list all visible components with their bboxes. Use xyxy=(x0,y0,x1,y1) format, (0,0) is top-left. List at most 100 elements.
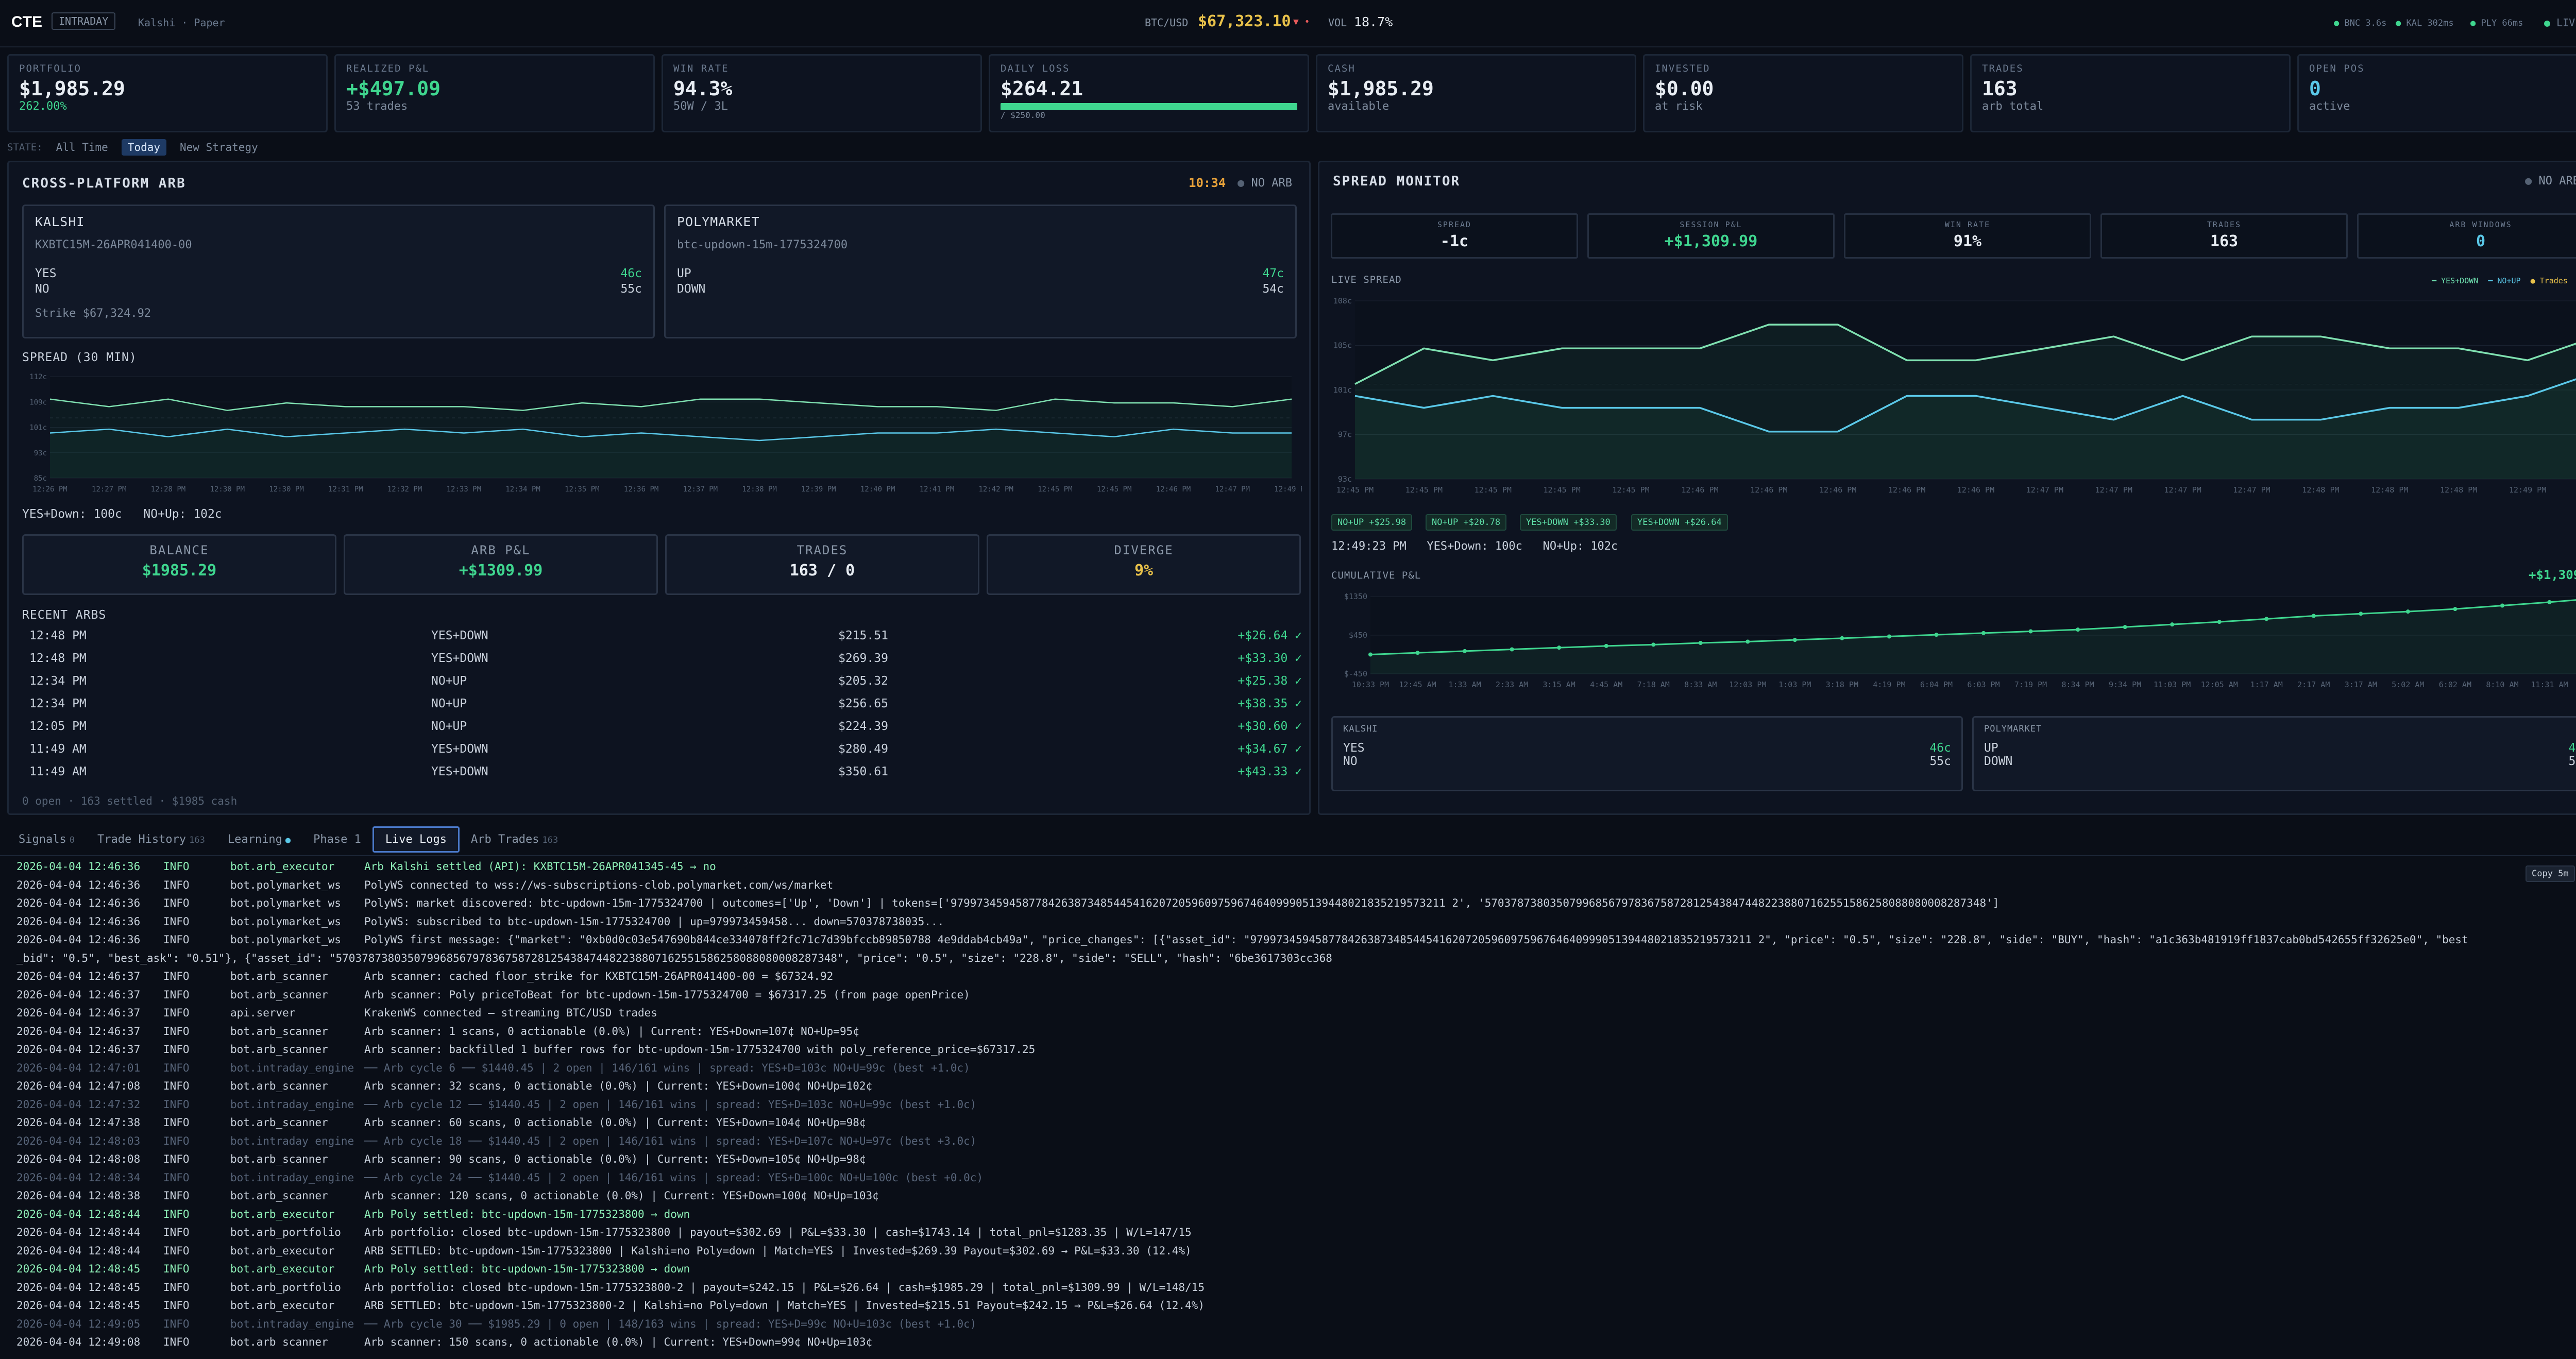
log-source: bot.intraday_engine xyxy=(230,1171,354,1184)
x-tick-label: 4:19 PM xyxy=(1873,680,1905,689)
copy-logs-button[interactable]: Copy 5m xyxy=(2526,865,2575,882)
arb-side: YES+DOWN xyxy=(431,765,488,778)
tab-trade-history[interactable]: Trade History 163 xyxy=(86,828,216,851)
x-tick-label: 11:31 AM xyxy=(2531,680,2568,689)
arb-side: NO+UP xyxy=(431,720,467,733)
log-message: Arb scanner: 120 scans, 0 actionable (0.… xyxy=(364,1190,879,1202)
log-line: 2026-04-04 12:48:45 INFO bot.arb_executor A… xyxy=(16,1263,2576,1280)
log-line: 2026-04-04 12:48:34 INFO bot.intraday_engi… xyxy=(16,1171,2576,1189)
trade-chip[interactable]: NO+UP +$20.78 xyxy=(1426,514,1507,531)
stat-card-open-pos: OPEN POS 0 active xyxy=(2297,54,2576,132)
data-point xyxy=(1745,639,1750,644)
log-level: INFO xyxy=(163,1299,190,1312)
y-tick-label: $-450 xyxy=(1344,669,1367,678)
data-point xyxy=(1887,634,1891,639)
recent-arb-row[interactable]: 12:34 PM NO+UP $256.65 +$38.35 ✓ xyxy=(29,694,1302,717)
log-line: 2026-04-04 12:48:38 INFO bot.arb_scanner Ar… xyxy=(16,1190,2576,1207)
mode-badge[interactable]: INTRADAY xyxy=(52,12,116,30)
data-point xyxy=(1981,631,1986,635)
state-tab-today[interactable]: Today xyxy=(121,139,167,156)
series-line-1 xyxy=(1354,378,2576,433)
tab-phase-1[interactable]: Phase 1 xyxy=(302,828,372,851)
data-point xyxy=(2500,603,2504,608)
x-tick-label: 12:41 PM xyxy=(920,485,954,494)
log-line: 2026-04-04 12:48:08 INFO bot.arb_scanner Ar… xyxy=(16,1153,2576,1170)
latency-bnc: ● BNC 3.6s xyxy=(2334,18,2387,28)
arb-pnl: +$26.64 ✓ xyxy=(1238,629,1302,642)
recent-arb-row[interactable]: 11:49 AM YES+DOWN $280.49 +$34.67 ✓ xyxy=(29,739,1302,762)
arb-footer: 0 open · 163 settled · $1985 cash xyxy=(22,795,238,807)
x-tick-label: 1:03 PM xyxy=(1778,680,1811,689)
x-tick-label: 12:45 PM xyxy=(1336,485,1374,495)
tab-live-logs[interactable]: Live Logs xyxy=(372,826,460,853)
arb-time: 12:34 PM xyxy=(29,697,87,710)
log-timestamp: 2026-04-04 12:47:38 xyxy=(16,1116,141,1129)
x-tick-label: 12:47 PM xyxy=(2164,485,2201,495)
log-message: PolyWS: market discovered: btc-updown-15… xyxy=(364,897,1999,909)
state-tab-new-strategy[interactable]: New Strategy xyxy=(180,141,258,154)
kalshi-market-card[interactable]: KALSHI KXBTC15M-26APR041400-00 YES 46c NO… xyxy=(22,205,655,338)
x-tick-label: 12:31 PM xyxy=(328,485,363,494)
data-point xyxy=(2547,600,2552,604)
series-area xyxy=(1355,325,2576,479)
daily-loss-progress-fill xyxy=(1001,103,1297,110)
log-line: 2026-04-04 12:48:44 INFO bot.arb_executor A… xyxy=(16,1208,2576,1226)
x-tick-label: 12:45 PM xyxy=(1405,485,1443,495)
recent-arb-row[interactable]: 12:34 PM NO+UP $205.32 +$25.38 ✓ xyxy=(29,671,1302,694)
log-level: INFO xyxy=(163,1080,190,1092)
data-point xyxy=(1698,641,1703,645)
log-timestamp: 2026-04-04 12:47:01 xyxy=(16,1061,141,1074)
tabs-divider xyxy=(0,855,2576,856)
trades-box: TRADES 163 / 0 xyxy=(665,534,979,595)
cross-platform-arb-panel: CROSS-PLATFORM ARB 10:34 ● NO ARB KALSHI… xyxy=(7,161,1311,815)
x-tick-label: 9:34 PM xyxy=(2109,680,2141,689)
recent-arb-row[interactable]: 12:48 PM YES+DOWN $215.51 +$26.64 ✓ xyxy=(29,626,1302,649)
tab-label: Live Logs xyxy=(385,833,447,846)
log-timestamp: 2026-04-04 12:49:05 xyxy=(16,1317,141,1330)
log-source: api.server xyxy=(230,1007,296,1019)
x-tick-label: 12:46 PM xyxy=(1957,485,1994,495)
tab-learning[interactable]: Learning ● xyxy=(216,828,302,851)
x-tick-label: 12:45 PM xyxy=(1038,485,1072,494)
log-level: INFO xyxy=(163,1025,190,1038)
trade-chip[interactable]: NO+UP +$25.98 xyxy=(1331,514,1413,531)
live-spread-title: LIVE SPREAD xyxy=(1331,274,1402,285)
arb-time: 12:48 PM xyxy=(29,629,87,642)
state-tab-all-time[interactable]: All Time xyxy=(56,141,108,154)
data-point xyxy=(2359,611,2363,616)
data-point xyxy=(2123,625,2127,630)
live-logs[interactable]: 2026-04-04 12:46:36 INFO bot.arb_executor A… xyxy=(0,853,2576,1348)
panel-title: CROSS-PLATFORM ARB xyxy=(22,176,186,191)
log-timestamp: 2026-04-04 12:46:36 xyxy=(16,897,141,909)
x-tick-label: 1:17 AM xyxy=(2250,680,2283,689)
x-tick-label: 12:45 PM xyxy=(1544,485,1581,495)
log-line: 2026-04-04 12:47:08 INFO bot.arb_scanner Ar… xyxy=(16,1080,2576,1097)
log-level: INFO xyxy=(163,1244,190,1257)
log-line: 2026-04-04 12:46:37 INFO bot.arb_scanner Ar… xyxy=(16,1025,2576,1043)
x-tick-label: 12:05 AM xyxy=(2201,680,2238,689)
log-level: INFO xyxy=(163,1336,190,1348)
arb-cost: $215.51 xyxy=(838,629,888,642)
y-tick-label: 93c xyxy=(34,449,47,457)
stat-card-label: TRADES xyxy=(1982,63,2024,74)
latency-ply: ● PLY 66ms xyxy=(2470,18,2523,28)
status-dot-icon: ● xyxy=(2334,18,2345,28)
polymarket-market-card[interactable]: POLYMARKET btc-updown-15m-1775324700 UP 4… xyxy=(664,205,1297,338)
x-tick-label: 12:30 PM xyxy=(210,485,245,494)
tab-arb-trades[interactable]: Arb Trades 163 xyxy=(460,828,569,851)
trade-chip[interactable]: YES+DOWN +$26.64 xyxy=(1631,514,1728,531)
recent-arb-row[interactable]: 12:48 PM YES+DOWN $269.39 +$33.30 ✓ xyxy=(29,649,1302,671)
trade-chip[interactable]: YES+DOWN +$33.30 xyxy=(1520,514,1617,531)
log-source: bot.intraday_engine xyxy=(230,1061,354,1074)
log-line: 2026-04-04 12:48:44 INFO bot.arb_portfolio… xyxy=(16,1226,2576,1244)
live-spread-readout: 12:49:23 PM YES+Down: 100c NO+Up: 102c xyxy=(1331,540,1618,553)
recent-arb-row[interactable]: 11:49 AM YES+DOWN $350.61 +$43.33 ✓ xyxy=(29,762,1302,785)
tab-signals[interactable]: Signals 0 xyxy=(7,828,86,851)
log-timestamp: 2026-04-04 12:48:45 xyxy=(16,1281,141,1294)
monitor-kalshi-card[interactable]: KALSHI YES 46c NO 55c xyxy=(1331,716,1963,791)
x-tick-label: 12:35 PM xyxy=(565,485,599,494)
stat-card-value: 94.3% xyxy=(673,77,733,100)
recent-arb-row[interactable]: 12:05 PM NO+UP $224.39 +$30.60 ✓ xyxy=(29,717,1302,739)
